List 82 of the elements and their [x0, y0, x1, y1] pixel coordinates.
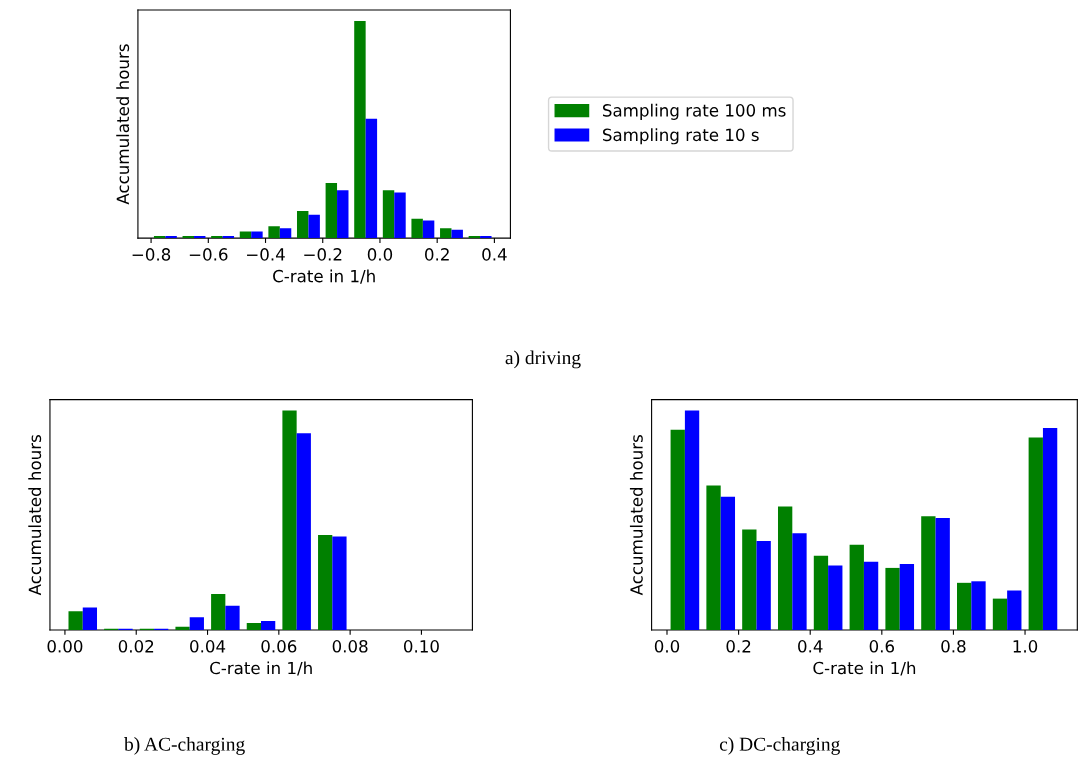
x-tick-label: 0.10 [403, 640, 439, 653]
bar [411, 218, 423, 239]
bar [68, 611, 83, 630]
bar [225, 605, 240, 630]
bar [992, 598, 1008, 630]
bar [382, 190, 395, 239]
x-tick-label: −0.8 [132, 248, 171, 261]
bar [165, 235, 177, 239]
bar [308, 214, 320, 239]
bar [813, 555, 829, 630]
text: b) AC-charging [124, 737, 245, 755]
y-axis-title: Accumulated hours [629, 435, 643, 596]
x-tick-label: 0.04 [190, 640, 226, 653]
bar [82, 607, 98, 630]
bar [211, 235, 223, 239]
bar [957, 582, 972, 630]
bar [337, 190, 349, 239]
bar [394, 192, 406, 239]
legend-label: Sampling rate 100 ms [602, 103, 786, 120]
bar [440, 228, 452, 239]
x-axis-title: C-rate in 1/h [813, 661, 916, 676]
bar [720, 496, 736, 630]
x-tick-label: 0.0 [654, 640, 680, 653]
y-axis-title: Accumulated hours [116, 44, 130, 205]
bar [921, 516, 936, 630]
bar [246, 622, 261, 630]
bar [451, 229, 463, 239]
bar [318, 535, 333, 630]
bar [670, 429, 685, 630]
bar [211, 594, 226, 630]
x-tick-label: −0.2 [304, 248, 342, 261]
bar [828, 565, 843, 630]
bar [189, 617, 204, 630]
x-tick-label: 0.6 [869, 640, 895, 653]
bar [282, 410, 297, 630]
bar [251, 231, 263, 239]
bar [742, 529, 757, 630]
bar [1007, 590, 1022, 630]
bar [756, 540, 771, 630]
x-axis-title: C-rate in 1/h [273, 269, 375, 284]
bar [332, 536, 347, 630]
bar [899, 563, 915, 630]
bar [268, 226, 280, 239]
x-tick-label: 0.8 [941, 640, 966, 653]
x-tick-label: 0.2 [425, 248, 449, 261]
x-tick-label: 0.00 [47, 640, 83, 653]
y-axis-title: Accumulated hours [28, 435, 42, 596]
bar [296, 433, 311, 630]
x-tick-label: 0.4 [798, 640, 823, 653]
x-tick-label: 0.2 [726, 640, 751, 653]
x-tick-label: 1.0 [1013, 640, 1038, 653]
bar [1028, 437, 1043, 630]
x-tick-label: −0.6 [189, 248, 228, 261]
bar [175, 626, 190, 630]
bar [325, 182, 338, 239]
text: c) DC-charging [719, 737, 840, 755]
bar [885, 567, 900, 630]
bar [684, 410, 700, 630]
x-tick-label: 0.06 [261, 640, 297, 653]
x-tick-label: −0.4 [247, 248, 285, 261]
bar [365, 118, 378, 239]
bar [849, 544, 864, 630]
x-tick-label: 0.02 [118, 640, 154, 653]
text: a) driving [505, 350, 581, 369]
x-tick-label: 0.08 [332, 640, 368, 653]
bar [480, 235, 492, 239]
bar [1042, 427, 1058, 630]
bar [777, 506, 793, 630]
bar [863, 561, 879, 630]
bar [261, 621, 276, 630]
bar [279, 228, 292, 239]
bar [422, 220, 435, 239]
x-tick-label: 0.4 [482, 248, 507, 261]
bar [935, 517, 950, 630]
bar [706, 485, 721, 630]
bar [296, 210, 309, 239]
x-tick-label: 0.0 [367, 248, 393, 261]
bar [971, 581, 986, 630]
legend-label: Sampling rate 10 s [602, 128, 759, 145]
bar [354, 20, 366, 239]
bar [792, 533, 807, 630]
x-axis-title: C-rate in 1/h [210, 661, 312, 676]
